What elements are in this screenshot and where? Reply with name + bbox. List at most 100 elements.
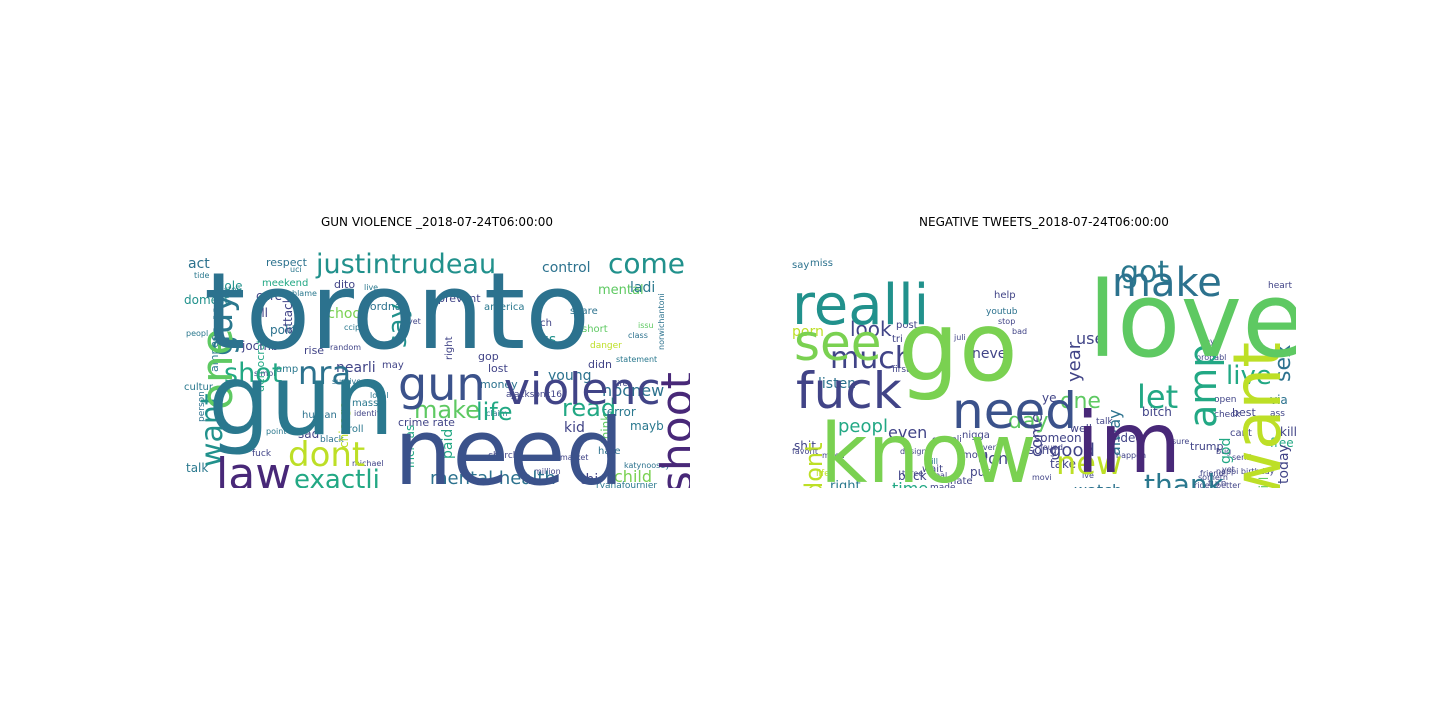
cloud-word: law <box>216 449 291 488</box>
cloud-word: tire <box>614 379 627 388</box>
cloud-word: justintrudeau <box>315 249 496 280</box>
cloud-word: god <box>1218 438 1234 464</box>
cloud-word: girl <box>1257 477 1271 488</box>
cloud-word: exactli <box>294 465 380 488</box>
cloud-word: danger <box>590 341 622 351</box>
cloud-word: crime rate <box>398 416 455 429</box>
cloud-word: take <box>1050 457 1076 471</box>
cloud-word: boy <box>1200 337 1215 346</box>
cloud-word: peopl <box>186 329 208 338</box>
cloud-word: million <box>534 467 561 476</box>
cloud-word: nappi birthday <box>1216 467 1275 476</box>
cloud-word: much <box>830 341 914 376</box>
cloud-word: paid <box>440 429 456 459</box>
cloud-word: think <box>599 414 613 444</box>
cloud-word: everi <box>978 443 998 452</box>
cloud-word: church <box>488 451 519 461</box>
cloud-word: look <box>850 317 892 341</box>
cloud-word: love <box>1088 259 1296 381</box>
cloud-word: dont <box>288 435 365 475</box>
cloud-word: ass <box>1270 409 1285 419</box>
cloud-word: dont <box>800 442 828 488</box>
cloud-word: simpl <box>254 369 275 378</box>
cloud-word: turn <box>1208 479 1226 488</box>
cloud-word: put <box>970 465 990 479</box>
cloud-word: real <box>932 471 947 480</box>
cloud-word: got <box>1120 255 1169 290</box>
cloud-word: school <box>320 306 365 322</box>
cloud-word: friend <box>1200 469 1223 478</box>
cloud-word: bad <box>1012 327 1027 336</box>
cloud-word: talk <box>1096 417 1114 427</box>
cloud-word: hate <box>598 446 621 457</box>
cloud-word: uci <box>290 265 302 274</box>
cloud-word: ampag <box>208 334 221 372</box>
cloud-word: good <box>1050 440 1095 461</box>
cloud-word: ive <box>1082 471 1094 480</box>
cloud-word: person <box>197 391 207 422</box>
cloud-word: work <box>956 487 985 488</box>
cloud-word: gop <box>478 350 499 363</box>
cloud-word: want <box>1219 342 1296 488</box>
cloud-word: yet <box>1222 465 1235 474</box>
cloud-word: probabl <box>1196 353 1226 362</box>
cloud-word: one <box>192 328 243 410</box>
cloud-word: three <box>902 469 923 478</box>
cloud-word: year <box>1064 341 1085 382</box>
cloud-word: blame <box>292 289 317 298</box>
cloud-word: design <box>900 447 927 456</box>
cloud-word: post <box>896 320 918 331</box>
cloud-word: rise <box>304 344 324 357</box>
cloud-word: life <box>816 469 830 479</box>
cloud-word: shoot <box>652 372 690 488</box>
cloud-word: life <box>476 398 513 426</box>
cloud-word: human <box>302 410 337 421</box>
cloud-word: mental health <box>430 468 556 488</box>
cloud-word: watch <box>1074 481 1122 488</box>
cloud-word: kid <box>564 420 585 436</box>
cloud-word: troll <box>344 424 364 435</box>
cloud-word: gun <box>398 357 486 411</box>
cloud-word: nbcnew <box>602 381 664 400</box>
cloud-word: say <box>792 260 809 271</box>
cloud-word: prevent <box>438 292 481 305</box>
cloud-word: point <box>266 427 286 436</box>
cloud-word: found <box>1040 443 1063 452</box>
cloud-word: trump <box>1190 440 1224 453</box>
cloud-word: right <box>830 479 861 488</box>
cloud-word: youtub <box>986 307 1018 317</box>
cloud-word: heart <box>1268 281 1292 291</box>
cloud-word: survive <box>332 377 361 386</box>
cloud-word: democrat <box>254 338 267 392</box>
cloud-word: och <box>534 318 552 329</box>
cloud-word: yet <box>408 317 421 326</box>
cloud-word: polit <box>270 323 297 337</box>
cloud-word: jocmb <box>241 339 279 353</box>
cloud-word: mental <box>598 283 644 298</box>
cloud-word: respect <box>266 256 308 269</box>
cloud-word: check <box>1214 410 1241 420</box>
cloud-word: need <box>952 382 1077 440</box>
cloud-word: class <box>628 331 648 340</box>
cloud-word: identif <box>354 409 380 418</box>
cloud-word: repli <box>942 435 962 445</box>
word-cloud: three still design stop bad boy sure friend yet s… <box>792 232 1296 488</box>
cloud-word: better <box>1216 481 1241 488</box>
cloud-word: alway <box>1105 409 1124 456</box>
cloud-word: bitch <box>1142 405 1172 419</box>
cloud-word: come <box>1027 413 1046 457</box>
cloud-word: see <box>794 314 882 372</box>
cloud-word: america <box>484 302 525 313</box>
cloud-word: help <box>994 290 1016 301</box>
cloud-word: mass <box>352 398 378 409</box>
cloud-word: today <box>1276 444 1292 484</box>
cloud-word: even <box>888 423 927 442</box>
cloud-word: tri <box>892 334 903 345</box>
cloud-word: stop <box>998 317 1015 326</box>
word-cloud-panel-gun-violence: GUN VIOLENCE _2018-07-24T06:00:00 katyno… <box>184 212 690 488</box>
cloud-word: song <box>1028 443 1057 457</box>
cloud-word: increas <box>403 425 417 468</box>
cloud-word: young <box>548 368 591 384</box>
cloud-word: happen <box>1116 451 1146 460</box>
